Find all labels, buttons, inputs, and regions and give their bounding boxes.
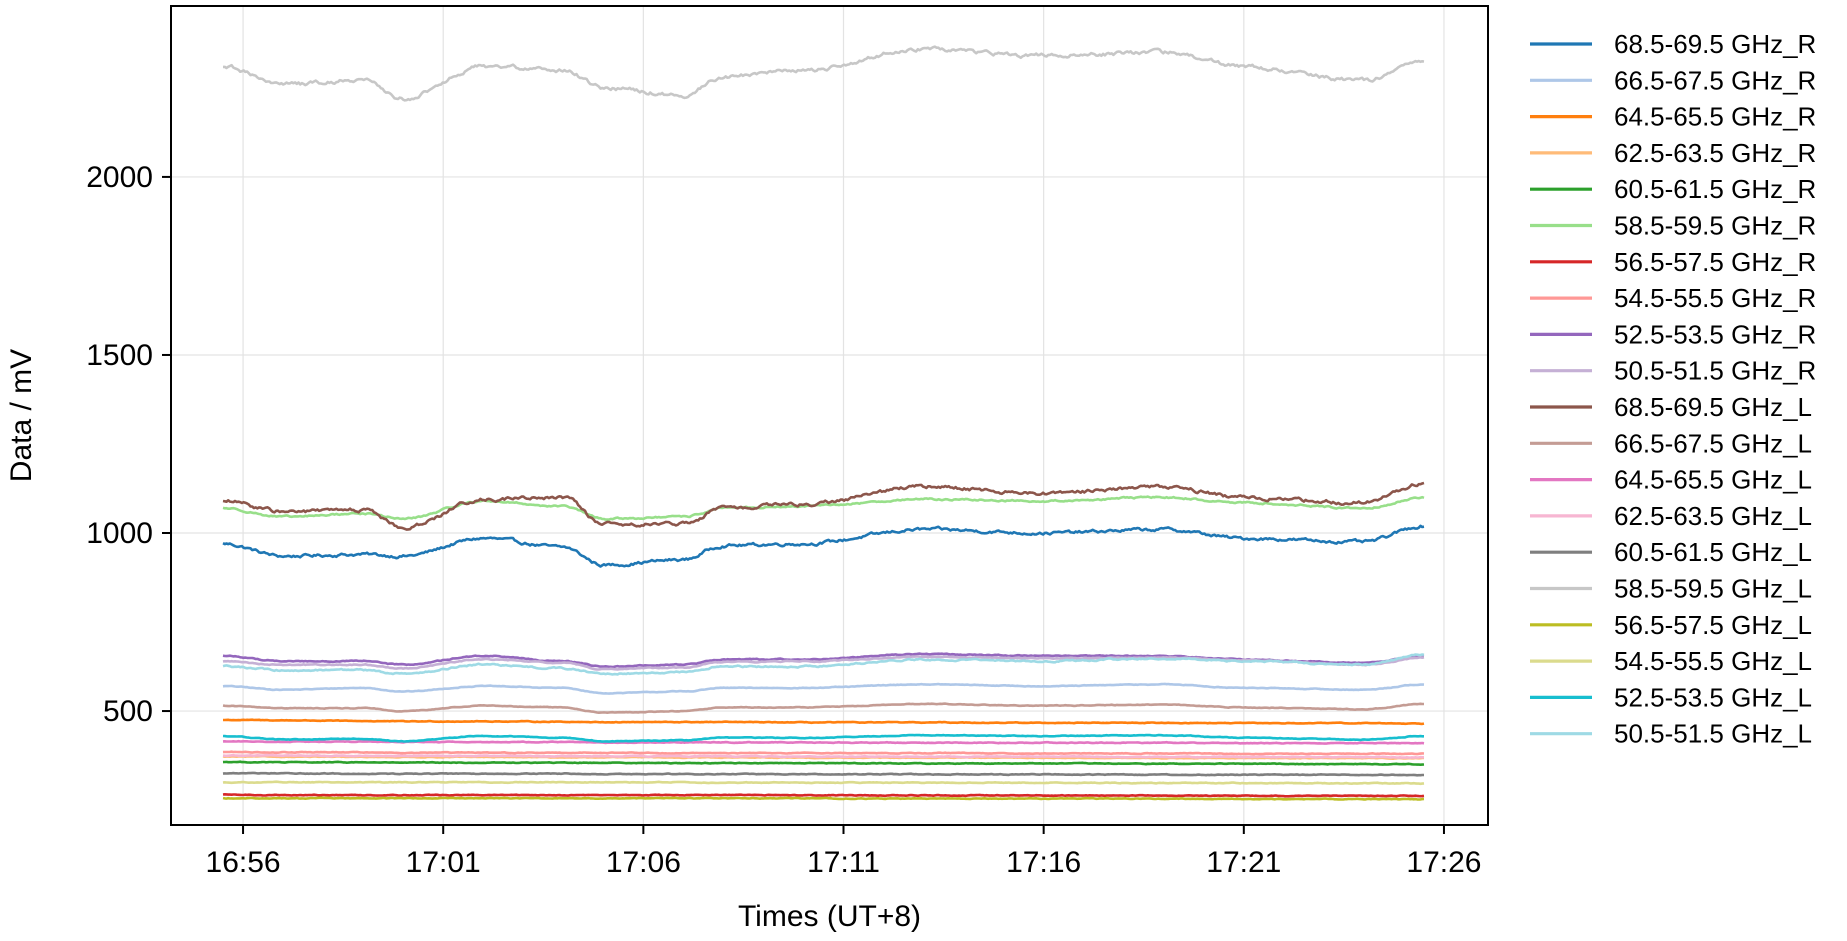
series-line: [222, 653, 1425, 676]
legend-label: 56.5-57.5 GHz_L: [1614, 610, 1812, 640]
series-line: [222, 771, 1424, 777]
series-line: [223, 45, 1425, 102]
legend-label: 62.5-63.5 GHz_L: [1614, 501, 1812, 531]
x-tick-label: 17:16: [1006, 846, 1081, 879]
legend-label: 52.5-53.5 GHz_L: [1614, 682, 1812, 712]
series-line: [222, 495, 1425, 521]
legend-label: 50.5-51.5 GHz_R: [1614, 356, 1816, 386]
x-tick-label: 17:01: [406, 846, 481, 879]
legend-item: 62.5-63.5 GHz_R: [1530, 138, 1816, 168]
series-line: [222, 739, 1425, 745]
legend-label: 68.5-69.5 GHz_R: [1614, 29, 1816, 59]
legend-label: 56.5-57.5 GHz_R: [1614, 247, 1816, 277]
legend-item: 54.5-55.5 GHz_L: [1530, 646, 1812, 676]
legend-item: 66.5-67.5 GHz_L: [1530, 428, 1812, 458]
legend-item: 58.5-59.5 GHz_R: [1530, 211, 1816, 241]
legend-label: 64.5-65.5 GHz_L: [1614, 465, 1812, 495]
series-line: [222, 796, 1425, 801]
legend-label: 60.5-61.5 GHz_R: [1614, 174, 1816, 204]
y-tick-label: 1500: [86, 339, 153, 372]
legend-label: 52.5-53.5 GHz_R: [1614, 319, 1816, 349]
legend-item: 56.5-57.5 GHz_L: [1530, 610, 1812, 640]
legend-item: 68.5-69.5 GHz_L: [1530, 392, 1812, 422]
legend-item: 52.5-53.5 GHz_L: [1530, 682, 1812, 712]
x-tick-label: 17:21: [1206, 846, 1281, 879]
plot-frame: [170, 5, 1489, 826]
x-axis-label: Times (UT+8): [738, 900, 921, 933]
legend-item: 54.5-55.5 GHz_R: [1530, 283, 1816, 313]
legend-item: 56.5-57.5 GHz_R: [1530, 247, 1816, 277]
legend-label: 58.5-59.5 GHz_R: [1614, 211, 1816, 241]
y-axis: 500 1000 1500 2000: [86, 161, 171, 728]
legend-label: 54.5-55.5 GHz_L: [1614, 646, 1812, 676]
series-line: [222, 750, 1425, 756]
series-line: [222, 793, 1425, 798]
y-tick-label: 2000: [86, 161, 153, 194]
legend-item: 50.5-51.5 GHz_L: [1530, 719, 1812, 749]
series-line: [222, 481, 1425, 531]
legend-label: 50.5-51.5 GHz_L: [1614, 719, 1812, 749]
x-tick-label: 17:26: [1406, 846, 1481, 879]
series-line: [222, 753, 1425, 759]
x-axis: 16:56 17:01 17:06 17:11 17:16 17:21 17:26: [206, 825, 1482, 879]
series-line: [223, 718, 1425, 726]
legend-label: 66.5-67.5 GHz_R: [1614, 65, 1816, 95]
legend-item: 64.5-65.5 GHz_R: [1530, 102, 1816, 132]
series-line: [222, 760, 1425, 766]
y-tick-label: 500: [103, 695, 153, 728]
legend-item: 52.5-53.5 GHz_R: [1530, 319, 1816, 349]
legend-item: 64.5-65.5 GHz_L: [1530, 465, 1812, 495]
legend-label: 60.5-61.5 GHz_L: [1614, 537, 1812, 567]
series-line: [222, 733, 1424, 743]
legend-item: 60.5-61.5 GHz_L: [1530, 537, 1812, 567]
y-axis-label: Data / mV: [5, 349, 38, 482]
series-line: [222, 780, 1425, 786]
legend-label: 58.5-59.5 GHz_L: [1614, 574, 1812, 604]
x-tick-label: 17:06: [606, 846, 681, 879]
x-tick-label: 16:56: [206, 846, 281, 879]
legend-label: 62.5-63.5 GHz_R: [1614, 138, 1816, 168]
legend-item: 58.5-59.5 GHz_L: [1530, 574, 1812, 604]
series-line: [222, 682, 1425, 695]
y-tick-label: 1000: [86, 517, 153, 550]
legend: 68.5-69.5 GHz_R 66.5-67.5 GHz_R 64.5-65.5 …: [1530, 29, 1816, 749]
grid: [171, 6, 1488, 825]
legend-item: 62.5-63.5 GHz_L: [1530, 501, 1812, 531]
legend-label: 64.5-65.5 GHz_R: [1614, 102, 1816, 132]
legend-item: 68.5-69.5 GHz_R: [1530, 29, 1816, 59]
series-line: [222, 702, 1424, 714]
legend-item: 50.5-51.5 GHz_R: [1530, 356, 1816, 386]
x-tick-label: 17:11: [807, 846, 880, 879]
series-lines: [222, 45, 1425, 801]
legend-label: 68.5-69.5 GHz_L: [1614, 392, 1812, 422]
legend-item: 66.5-67.5 GHz_R: [1530, 65, 1816, 95]
legend-label: 66.5-67.5 GHz_L: [1614, 428, 1812, 458]
series-line: [222, 524, 1425, 568]
legend-label: 54.5-55.5 GHz_R: [1614, 283, 1816, 313]
legend-item: 60.5-61.5 GHz_R: [1530, 174, 1816, 204]
